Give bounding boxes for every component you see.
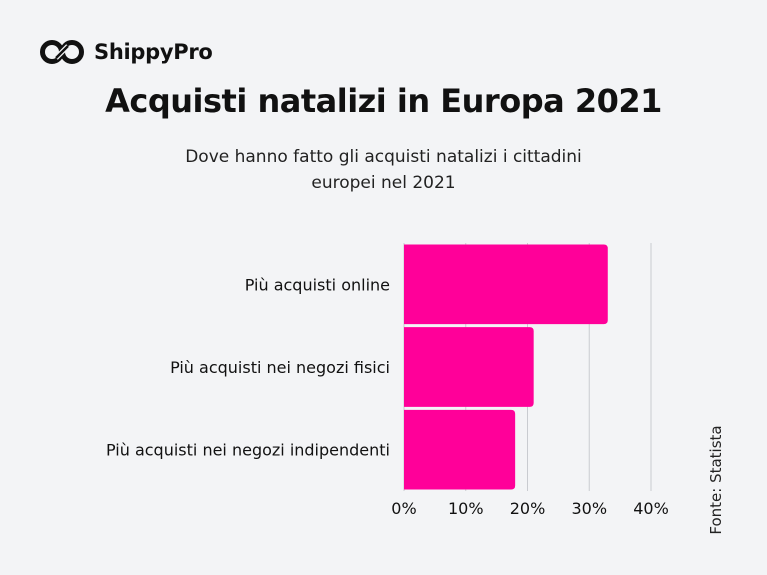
source-label: Fonte: Statista [707, 425, 725, 535]
bar [404, 244, 608, 325]
bar [404, 409, 516, 490]
category-label: Più acquisti nei negozi fisici [170, 358, 390, 377]
bar [404, 327, 534, 407]
x-tick-label: 40% [633, 499, 669, 518]
brand-name: ShippyPro [94, 40, 213, 64]
category-label: Più acquisti online [245, 275, 390, 294]
infinity-link-icon [40, 40, 84, 64]
x-tick-label: 30% [571, 499, 607, 518]
x-tick-label: 10% [448, 499, 484, 518]
chart-title: Acquisti natalizi in Europa 2021 [105, 82, 662, 120]
x-tick-label: 0% [391, 499, 416, 518]
x-tick-label: 20% [510, 499, 546, 518]
category-label: Più acquisti nei negozi indipendenti [106, 441, 390, 460]
brand-logo: ShippyPro [38, 38, 213, 66]
chart-subtitle: Dove hanno fatto gli acquisti natalizi i… [185, 147, 582, 193]
